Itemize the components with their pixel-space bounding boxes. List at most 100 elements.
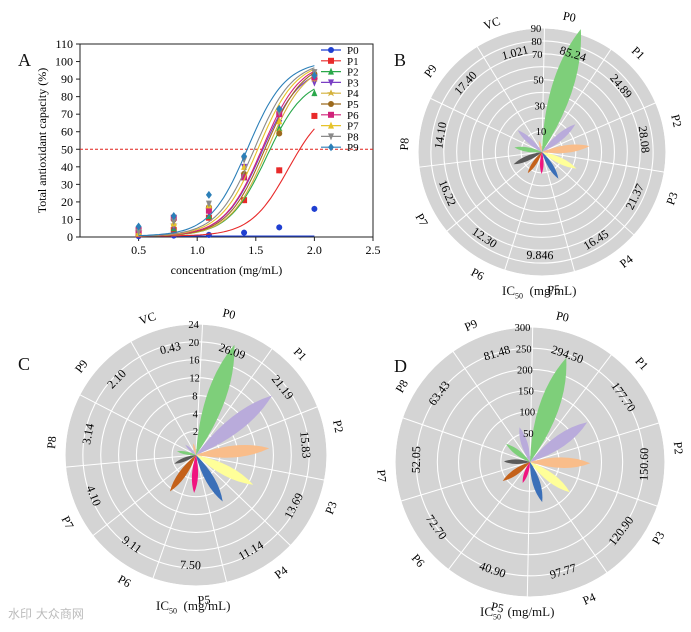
category-label: P6 xyxy=(409,551,428,570)
petal-p4 xyxy=(529,462,543,503)
category-label: P8 xyxy=(397,137,412,150)
grid-ring xyxy=(135,394,257,516)
spoke xyxy=(130,341,194,451)
ring-tick-label: 24 xyxy=(188,320,199,331)
data-point xyxy=(135,222,142,231)
unit-sub: 50 xyxy=(493,612,501,622)
data-point xyxy=(170,218,177,226)
unit-sub: 50 xyxy=(169,606,177,616)
ring-tick-label: 4 xyxy=(193,409,199,420)
data-point xyxy=(241,174,248,181)
data-point xyxy=(311,112,318,119)
category-label: P1 xyxy=(629,44,648,63)
spoke xyxy=(533,466,608,574)
category-label: P9 xyxy=(72,357,91,376)
category-label: P1 xyxy=(632,354,651,373)
panel-b-unit-label: IC50 (mg/mL) xyxy=(502,283,576,301)
spoke xyxy=(446,155,538,232)
spoke xyxy=(543,157,576,272)
category-label: P5 xyxy=(547,282,561,297)
unit-suffix: (mg/mL) xyxy=(529,283,577,298)
petal-p2 xyxy=(196,444,270,458)
spoke xyxy=(400,463,525,502)
y-tick-label: 100 xyxy=(55,55,73,69)
petal-p1 xyxy=(530,422,588,462)
category-label: P1 xyxy=(291,345,310,364)
grid-ring xyxy=(417,27,667,277)
spoke xyxy=(195,324,204,450)
data-point xyxy=(170,211,177,220)
legend-label: P4 xyxy=(347,88,359,100)
petal-p5 xyxy=(539,152,544,174)
petal-p8 xyxy=(176,450,196,456)
data-point xyxy=(311,79,318,87)
category-label: P5 xyxy=(197,592,210,607)
data-point xyxy=(241,197,248,204)
petal-p7 xyxy=(503,459,530,465)
data-point xyxy=(276,109,283,117)
petal-p7 xyxy=(174,455,196,464)
category-label: P0 xyxy=(221,306,237,323)
spoke xyxy=(547,152,665,173)
y-tick-label: 90 xyxy=(61,72,73,86)
legend-label: P7 xyxy=(347,121,359,133)
x-tick-label: 1.5 xyxy=(248,243,263,257)
petal-p6 xyxy=(169,455,196,492)
petal-p8 xyxy=(506,443,530,462)
category-label: P9 xyxy=(421,62,440,80)
fit-curve xyxy=(138,67,315,237)
grid-ring xyxy=(394,326,666,598)
spoke xyxy=(448,466,527,570)
petal-vc xyxy=(193,443,197,455)
petal-p0 xyxy=(542,29,582,153)
y-tick-label: 110 xyxy=(55,37,73,51)
data-point xyxy=(328,143,334,152)
unit-suffix: (mg/mL) xyxy=(507,604,555,619)
spoke xyxy=(152,460,195,579)
category-label: VC xyxy=(482,14,503,33)
spoke xyxy=(546,155,635,236)
legend-label: P6 xyxy=(347,110,359,122)
spoke xyxy=(452,350,527,458)
legend-label: P1 xyxy=(347,56,359,68)
ring-tick-label: 16 xyxy=(189,356,200,367)
value-label: 14.10 xyxy=(431,121,449,150)
grid-ring xyxy=(430,40,654,264)
grid-ring xyxy=(494,104,590,200)
unit-ic: IC xyxy=(480,604,493,619)
value-label: 0.43 xyxy=(158,339,182,358)
data-point xyxy=(327,89,335,97)
panel-a-letter: A xyxy=(18,50,31,70)
ring-tick-label: 2 xyxy=(193,427,198,438)
petal-p2 xyxy=(530,457,591,468)
category-label: P4 xyxy=(581,590,598,608)
spoke xyxy=(529,327,534,457)
ring-tick-label: 30 xyxy=(534,101,545,112)
category-label: P4 xyxy=(272,563,290,582)
category-label: P7 xyxy=(374,469,389,483)
fit-curve xyxy=(138,65,315,237)
ring-tick-label: 10 xyxy=(536,127,547,138)
data-point xyxy=(328,57,334,64)
value-label: 52.05 xyxy=(409,446,424,473)
ring-tick-label: 100 xyxy=(519,408,535,419)
data-point xyxy=(241,152,248,161)
spoke xyxy=(533,354,612,458)
value-label: 9.846 xyxy=(526,248,553,263)
series-p3: P3 xyxy=(135,75,359,238)
petal-p5 xyxy=(522,462,530,483)
category-label: P2 xyxy=(671,441,686,455)
spoke xyxy=(79,394,191,453)
data-point xyxy=(276,104,283,113)
grid-ring xyxy=(100,359,292,551)
value-label: 7.50 xyxy=(180,557,202,572)
category-label: P8 xyxy=(44,436,59,450)
data-point xyxy=(205,200,212,208)
category-label: P9 xyxy=(462,316,479,334)
spoke xyxy=(526,467,531,597)
petal-p2 xyxy=(542,144,590,154)
spoke xyxy=(541,28,545,147)
petal-p3 xyxy=(196,455,254,485)
ring-tick-label: 300 xyxy=(515,323,531,334)
